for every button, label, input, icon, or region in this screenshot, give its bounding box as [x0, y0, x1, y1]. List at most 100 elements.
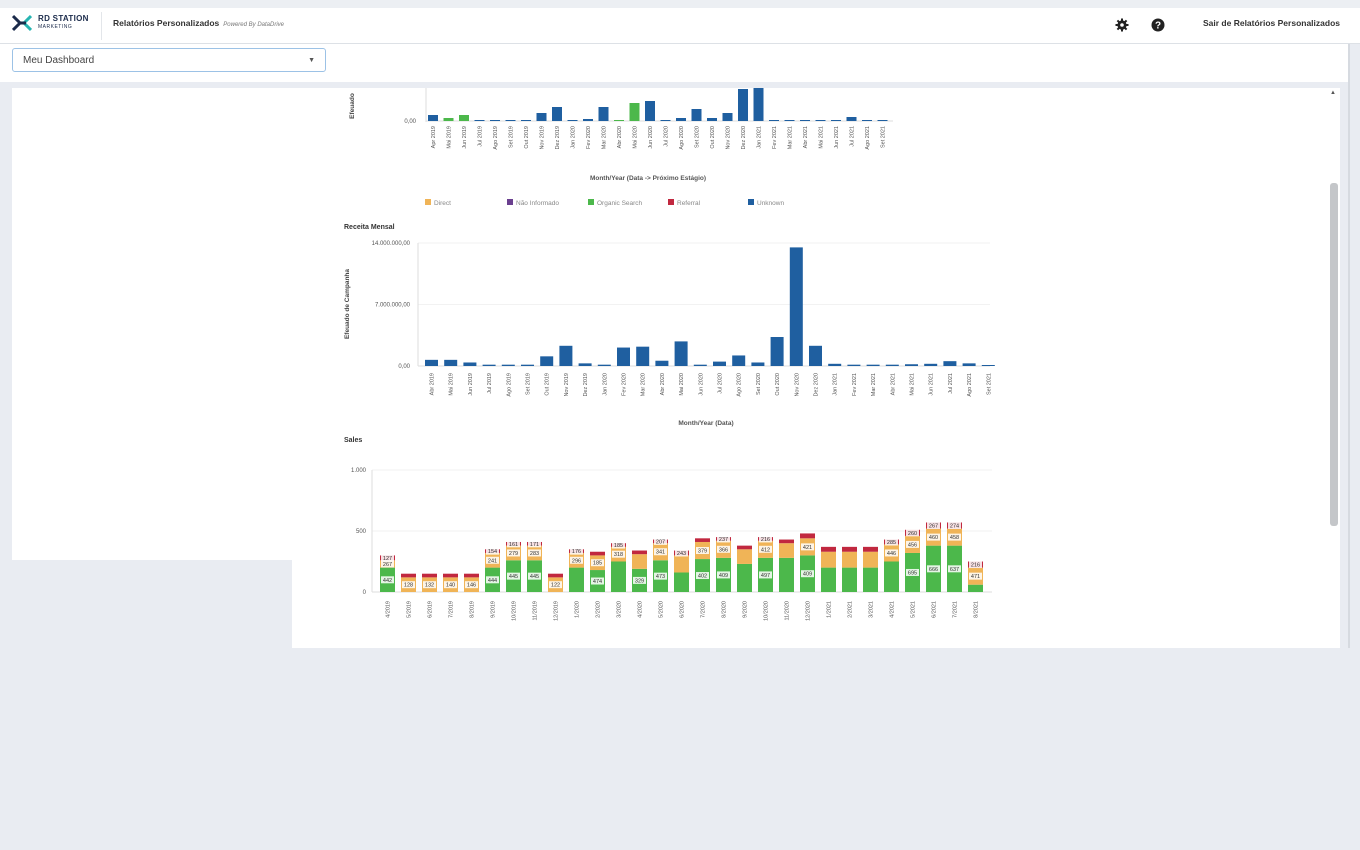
chart3-bar-segment [863, 546, 878, 552]
chart3-data-label-bg [549, 581, 562, 589]
chart3-x-tick: 1/2021 [827, 601, 833, 618]
chart3-bar-segment [674, 572, 689, 592]
legend-swatch [668, 199, 674, 205]
chart1-bar [753, 87, 764, 121]
chart2-bar [905, 364, 918, 366]
chart1-x-tick: Dez 2019 [555, 126, 561, 150]
chart1-x-tick: Mar 2020 [602, 126, 608, 149]
dashboard-select[interactable]: Meu Dashboard ▼ [12, 48, 326, 72]
scroll-up-arrow-icon[interactable]: ▲ [1330, 90, 1336, 96]
chart2-x-tick: Abr 2019 [430, 373, 436, 395]
legend-swatch [748, 199, 754, 205]
chart1-x-tick: Jan 2021 [757, 126, 763, 149]
chart2-bar [482, 364, 496, 366]
chart2-bar [578, 363, 592, 366]
chart3-data-label: 128 [404, 583, 413, 589]
chart3-data-label: 666 [929, 567, 938, 573]
legend-swatch [507, 199, 513, 205]
chart3-data-label-bg [885, 538, 898, 546]
chart3-data-label: 366 [719, 547, 728, 553]
chart2-x-tick: Jul 2020 [718, 373, 724, 394]
chart3-bar-segment [842, 567, 857, 592]
chart3-bar-segment [674, 555, 689, 573]
scrollbar-thumb[interactable] [1330, 183, 1338, 526]
chart2-bar [463, 362, 477, 366]
chart1-bar [552, 107, 562, 121]
chart1-bar [443, 118, 454, 121]
chart1-bar [800, 120, 810, 121]
chart3-data-label: 171 [530, 542, 539, 548]
chart1-x-tick: Jun 2019 [462, 126, 468, 149]
chart1-x-tick: Abr 2021 [803, 126, 809, 148]
chart2-bar [751, 362, 765, 366]
chart3-bar-segment [569, 567, 584, 592]
chart3-x-tick: 1/2020 [575, 601, 581, 618]
chart3-data-label: 446 [887, 551, 896, 557]
chart1-bar [598, 107, 609, 121]
chart3-x-tick: 7/2019 [449, 601, 455, 618]
chart3-data-label-bg [927, 522, 940, 530]
chart1-x-tick: Ago 2019 [493, 126, 499, 150]
chart3-data-label-bg [717, 571, 730, 579]
chart1-x-tick: Out 2020 [710, 126, 716, 149]
chart1-x-tick: Ago 2021 [865, 126, 871, 150]
chart3-data-label-bg [612, 550, 625, 558]
chart1-bar [629, 103, 640, 121]
chart3-data-label: 379 [698, 549, 707, 555]
chart3-data-label-bg [591, 577, 604, 585]
legend-label: Unknown [757, 200, 784, 207]
chart3-data-label: 243 [677, 551, 686, 557]
chart2-x-tick: Mar 2020 [641, 373, 647, 396]
chart3-data-label: 279 [509, 551, 518, 557]
app-title-text: Relatórios Personalizados [113, 18, 220, 28]
chart2-ytick: 0,00 [398, 364, 410, 370]
settings-gear-icon[interactable] [1113, 16, 1131, 34]
chart2-x-tick: Fev 2020 [622, 373, 628, 396]
chart3-data-label-bg [486, 576, 499, 584]
chart2-x-tick: Ago 2019 [506, 373, 512, 397]
chart2-x-tick: Mai 2019 [449, 373, 455, 396]
chart3-data-label-bg [759, 571, 772, 579]
chart3-data-label-bg [717, 545, 730, 553]
exit-custom-reports-link[interactable]: Sair de Relatórios Personalizados [1203, 18, 1340, 28]
chart3-bar-segment [422, 573, 437, 578]
chart3-ytick: 0 [363, 590, 367, 596]
chart1-bar [815, 120, 826, 121]
chart3-bar-segment [863, 551, 878, 568]
chart3-data-label: 474 [593, 579, 602, 585]
chart3-data-label-bg [717, 535, 730, 543]
chart3-bar-segment [821, 546, 836, 552]
chart3-data-label-bg [528, 540, 541, 548]
chart3-x-tick: 3/2020 [617, 601, 623, 618]
chart1-x-tick: Fev 2020 [586, 126, 592, 149]
chart3-data-label-bg [507, 540, 520, 548]
chart3-data-label: 445 [530, 574, 539, 580]
chart2-x-tick: Jul 2021 [948, 373, 954, 394]
chart3-bar-segment [695, 538, 710, 542]
chart3-data-label: 497 [761, 573, 770, 579]
chart3-x-tick: 2/2020 [596, 601, 602, 618]
chart3-data-label-bg [948, 565, 961, 573]
chart3-bar-segment [821, 567, 836, 592]
chart3-data-label: 154 [488, 549, 497, 555]
chart3-data-label-bg [528, 572, 541, 580]
chart3-data-label-bg [948, 533, 961, 541]
chart1-bar [676, 118, 686, 121]
chart2-x-tick: Mai 2021 [910, 373, 916, 396]
chart2-bar [732, 355, 746, 366]
chart3-data-label: 444 [488, 578, 497, 584]
chart1-bar [536, 113, 547, 121]
chart3-data-label-bg [906, 529, 919, 537]
chart3-data-label: 237 [719, 537, 728, 543]
rd-station-logo[interactable]: RD STATION MARKETING [11, 14, 89, 32]
chart3-data-label: 329 [635, 578, 644, 584]
chart3-data-label: 412 [761, 547, 770, 553]
chart3-bar-segment [779, 539, 794, 544]
chart3-x-tick: 8/2021 [974, 601, 980, 618]
chart2-bar [674, 341, 688, 366]
chart3-data-label-bg [507, 549, 520, 557]
help-question-icon[interactable]: ? [1149, 16, 1167, 34]
chart3-data-label-bg [654, 537, 667, 545]
chart2-x-tick: Dez 2019 [583, 373, 589, 397]
chart1-x-tick: Nov 2019 [540, 126, 546, 150]
